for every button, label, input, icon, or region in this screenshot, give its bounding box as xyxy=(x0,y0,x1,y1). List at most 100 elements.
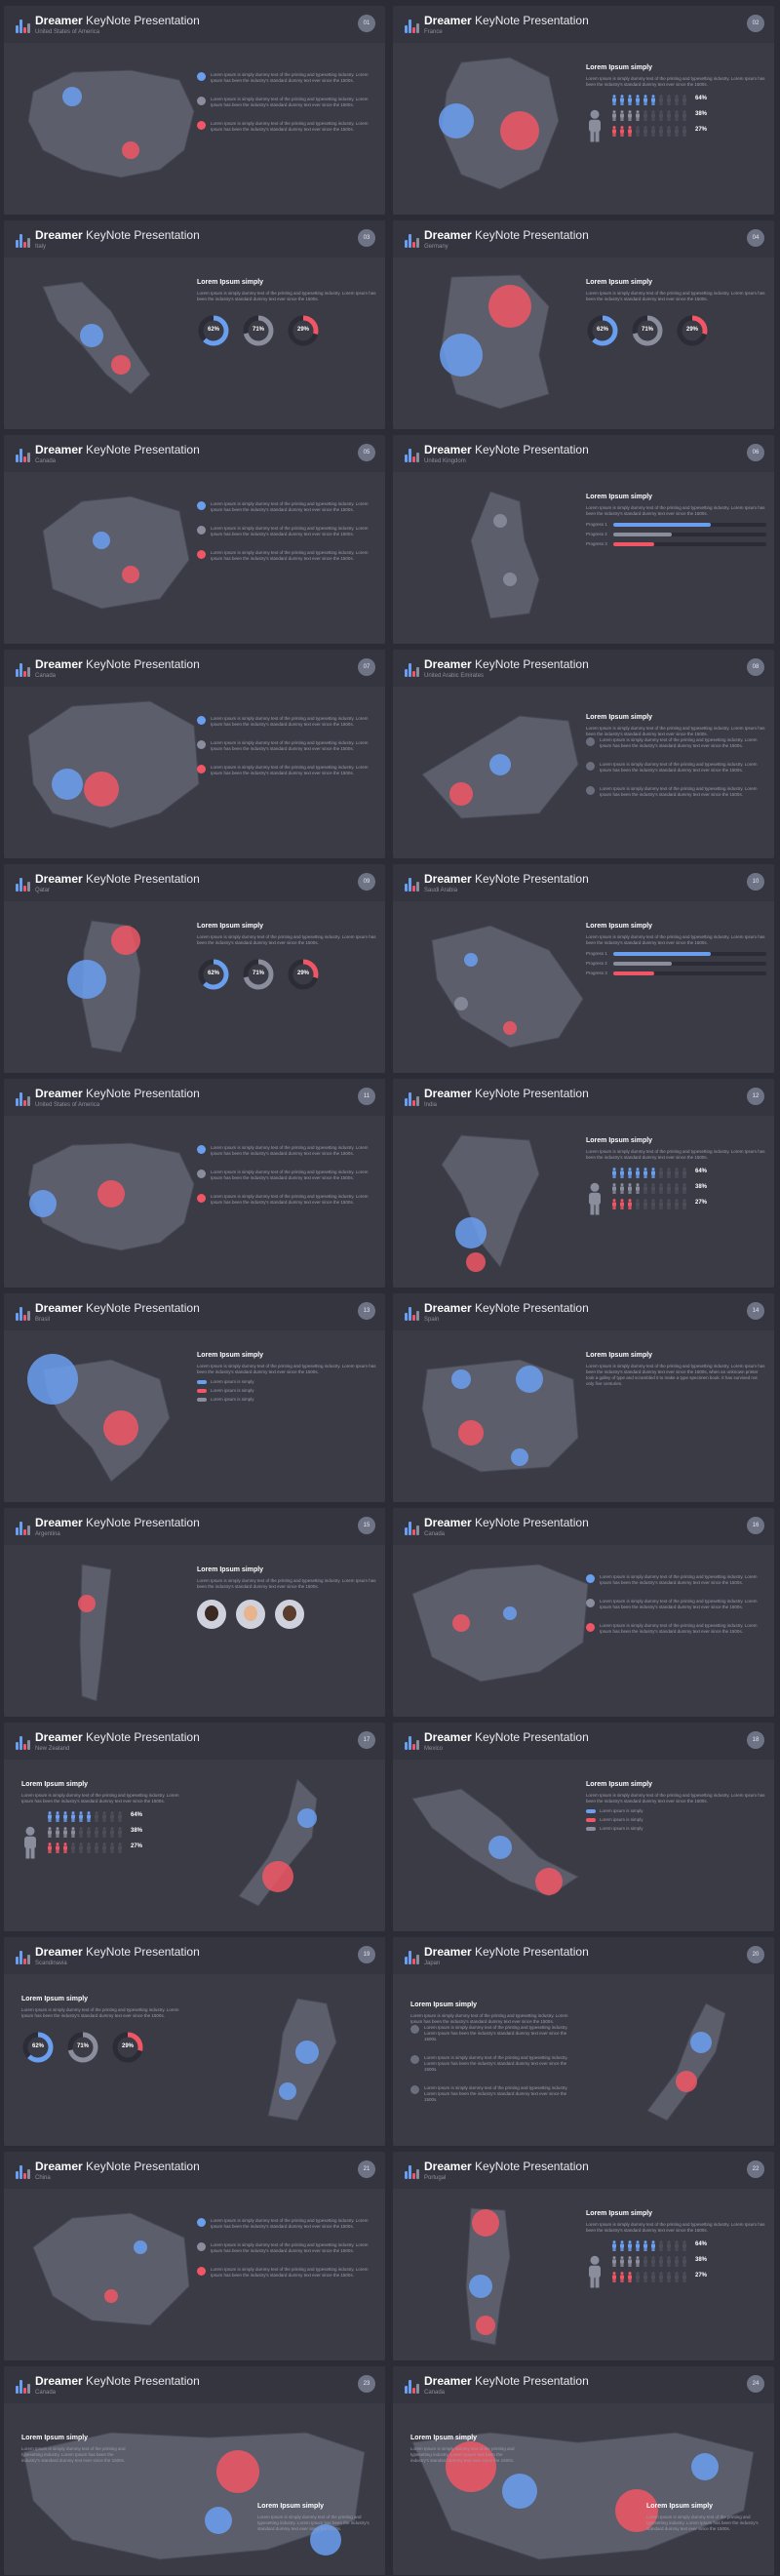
slide-18[interactable]: Dreamer KeyNote Presentation Mexico 18 Lore… xyxy=(393,1723,774,1931)
country-name: Spain xyxy=(424,1317,440,1323)
person-icon xyxy=(21,1826,39,1864)
text-panel: Lorem Ipsum simply Lorem Ipsum is simply … xyxy=(21,1996,187,2064)
brand-bold: Dreamer xyxy=(424,1516,472,1529)
slide-06[interactable]: Dreamer KeyNote Presentation United Kingd… xyxy=(393,435,774,644)
slide-20[interactable]: Dreamer KeyNote Presentation Japan 20 Lorem… xyxy=(393,1937,774,2146)
person-icon xyxy=(674,1197,680,1209)
bar-logo-icon xyxy=(405,234,419,248)
bar-logo-icon xyxy=(405,449,419,462)
body-text: Lorem Ipsum is simply dummy text of the … xyxy=(600,737,758,748)
slide-24[interactable]: Dreamer KeyNote Presentation Canada 24 Lore… xyxy=(393,2366,774,2575)
person-icon xyxy=(650,2239,656,2251)
country-map xyxy=(403,2413,764,2569)
slide-header: Dreamer KeyNote Presentation Germany 04 xyxy=(393,220,774,258)
progress-bars: Progress 1 Progress 2 Progress 3 xyxy=(586,522,766,546)
people-percent: 38% xyxy=(131,1827,143,1834)
person-icon xyxy=(658,2254,664,2267)
country-name: India xyxy=(424,1102,438,1108)
donut-chart: 29% xyxy=(287,314,320,347)
slide-15[interactable]: Dreamer KeyNote Presentation Argentina 15 L… xyxy=(4,1508,385,1717)
person-icon xyxy=(70,1841,76,1853)
people-icons xyxy=(611,108,687,121)
slide-05[interactable]: Dreamer KeyNote Presentation Canada 05 Lore… xyxy=(4,435,385,644)
brand-bold: Dreamer xyxy=(35,1087,83,1100)
slide-03[interactable]: Dreamer KeyNote Presentation Italy 03 Lorem… xyxy=(4,220,385,429)
person-icon xyxy=(611,93,617,105)
slide-10[interactable]: Dreamer KeyNote Presentation Saudi Arabia… xyxy=(393,864,774,1073)
people-row: 38% xyxy=(611,2254,766,2267)
slide-title: Dreamer KeyNote Presentation xyxy=(35,657,200,671)
slide-02[interactable]: Dreamer KeyNote Presentation France 02 Lore… xyxy=(393,6,774,215)
person-icon xyxy=(586,1182,604,1220)
slide-04[interactable]: Dreamer KeyNote Presentation Germany 04 Lor… xyxy=(393,220,774,429)
slide-17[interactable]: Dreamer KeyNote Presentation New Zealand 1… xyxy=(4,1723,385,1931)
bullet-item: Lorem Ipsum is simply dummy text of the … xyxy=(197,2218,377,2230)
slide-title: Dreamer KeyNote Presentation xyxy=(424,2374,589,2388)
slide-21[interactable]: Dreamer KeyNote Presentation China 21 Lorem… xyxy=(4,2152,385,2360)
person-icon xyxy=(78,1825,84,1838)
slide-header: Dreamer KeyNote Presentation Saudi Arabia… xyxy=(393,864,774,901)
person-icon xyxy=(611,1181,617,1194)
person-icon xyxy=(682,1197,687,1209)
country-name: Brasil xyxy=(35,1317,51,1323)
icon-list: Lorem Ipsum is simply dummy text of the … xyxy=(586,737,766,798)
legend-swatch xyxy=(586,1808,596,1813)
person-icon xyxy=(635,1197,641,1209)
page-number-badge: 02 xyxy=(747,15,764,32)
legend-row: Lorem ipsum is simply xyxy=(197,1379,377,1384)
slide-22[interactable]: Dreamer KeyNote Presentation Portugal 22 Lo… xyxy=(393,2152,774,2360)
slide-08[interactable]: Dreamer KeyNote Presentation United Arabi… xyxy=(393,650,774,858)
person-icon xyxy=(674,2270,680,2282)
bar-logo-icon xyxy=(405,1736,419,1750)
brand-bold: Dreamer xyxy=(35,657,83,671)
panel-title: Lorem Ipsum simply xyxy=(646,2503,714,2510)
country-map xyxy=(14,1340,209,1491)
donut-label: 29% xyxy=(685,327,698,333)
slide-19[interactable]: Dreamer KeyNote Presentation Scandinavia 1… xyxy=(4,1937,385,2146)
person-icon xyxy=(611,124,617,137)
body-text: Lorem Ipsum is simply dummy text of the … xyxy=(586,1793,765,1803)
country-map xyxy=(14,482,209,633)
people-row: 27% xyxy=(47,1841,187,1853)
slide-14[interactable]: Dreamer KeyNote Presentation Spain 14 Lorem… xyxy=(393,1293,774,1502)
country-map xyxy=(403,267,598,418)
person-icon xyxy=(650,93,656,105)
panel-title: Lorem Ipsum simply xyxy=(197,1352,264,1359)
brand-rest: KeyNote Presentation xyxy=(475,1301,589,1315)
text-panel: Lorem Ipsum simply Lorem Ipsum is simply … xyxy=(586,923,766,975)
progress-track xyxy=(613,532,766,536)
icon-item: Lorem Ipsum is simply dummy text of the … xyxy=(586,762,766,773)
slide-01[interactable]: Dreamer KeyNote Presentation United State… xyxy=(4,6,385,215)
person-icon xyxy=(658,2270,664,2282)
country-map xyxy=(403,482,598,633)
avatar[interactable] xyxy=(236,1600,265,1629)
slide-header: Dreamer KeyNote Presentation United State… xyxy=(4,6,385,43)
slide-13[interactable]: Dreamer KeyNote Presentation Brasil 13 Lore… xyxy=(4,1293,385,1502)
slide-header: Dreamer KeyNote Presentation Brasil 13 xyxy=(4,1293,385,1330)
slide-07[interactable]: Dreamer KeyNote Presentation Canada 07 Lore… xyxy=(4,650,385,858)
people-icons xyxy=(611,1181,687,1194)
brand-bold: Dreamer xyxy=(424,2374,472,2388)
slide-header: Dreamer KeyNote Presentation India 12 xyxy=(393,1079,774,1116)
bullet-item: Lorem Ipsum is simply dummy text of the … xyxy=(197,550,377,562)
slide-16[interactable]: Dreamer KeyNote Presentation Canada 16 Lore… xyxy=(393,1508,774,1717)
donut-label: 62% xyxy=(207,327,219,333)
panel-title: Lorem Ipsum simply xyxy=(586,279,653,286)
slide-12[interactable]: Dreamer KeyNote Presentation India 12 Lorem… xyxy=(393,1079,774,1288)
legend-swatch xyxy=(586,1826,596,1831)
bar-logo-icon xyxy=(16,1522,30,1535)
slide-11[interactable]: Dreamer KeyNote Presentation United State… xyxy=(4,1079,385,1288)
person-icon xyxy=(627,1197,633,1209)
slide-23[interactable]: Dreamer KeyNote Presentation Canada 23 Lore… xyxy=(4,2366,385,2575)
avatar[interactable] xyxy=(275,1600,304,1629)
avatar[interactable] xyxy=(197,1600,226,1629)
person-icon xyxy=(650,1166,656,1178)
person-icon xyxy=(666,1197,672,1209)
country-map xyxy=(403,1769,598,1921)
marker-icon xyxy=(197,1145,206,1154)
people-icons xyxy=(611,93,687,105)
body-text: Lorem Ipsum is simply dummy text of the … xyxy=(586,934,765,945)
country-name: United Arabic Emirates xyxy=(424,673,485,679)
slide-09[interactable]: Dreamer KeyNote Presentation Qatar 09 Lorem… xyxy=(4,864,385,1073)
people-icons xyxy=(611,2239,687,2251)
